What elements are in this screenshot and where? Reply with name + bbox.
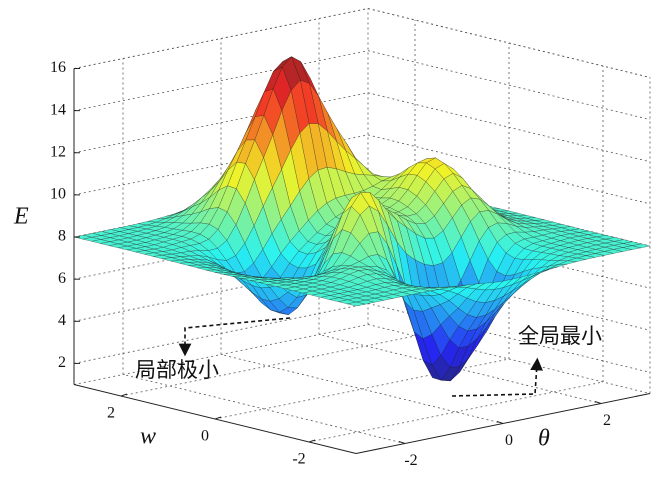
x-tick-label: -2	[404, 452, 417, 469]
z-tick-label: 12	[50, 143, 66, 160]
z-tick-label: 14	[50, 101, 66, 118]
z-axis-label: E	[13, 204, 29, 230]
z-tick-label: 8	[58, 228, 66, 245]
annotation-arrow	[451, 357, 543, 397]
surface-patch	[347, 301, 366, 307]
z-tick-label: 10	[50, 186, 66, 203]
y-tick-label: -2	[292, 451, 305, 468]
z-tick-label: 16	[50, 59, 66, 76]
grid-line	[367, 50, 651, 121]
y-tick-label: 0	[201, 428, 209, 445]
grid-line	[367, 134, 651, 205]
x-tick-label: 0	[505, 432, 513, 449]
x-tick	[398, 441, 406, 444]
y-tick	[214, 416, 222, 420]
grid-line	[308, 381, 604, 443]
annotation: 局部极小	[135, 358, 219, 382]
y-tick-label: 2	[107, 405, 115, 422]
x-tick	[594, 401, 602, 404]
y-axis-label: w	[140, 424, 156, 450]
axes: 2 4 6 8 10 12 14 16 -2 0 2 -2 0 2	[50, 59, 651, 469]
x-tick	[496, 421, 504, 424]
grid-line	[73, 50, 369, 112]
z-tick-label: 2	[58, 354, 66, 371]
x-axis-label: θ	[538, 426, 550, 452]
z-tick-label: 4	[58, 312, 66, 329]
y-tick	[120, 393, 128, 397]
z-tick-label: 6	[58, 270, 66, 287]
x-tick-label: 2	[603, 412, 611, 429]
grid-line	[120, 335, 416, 397]
annotation-arrow	[178, 317, 291, 357]
surface	[73, 56, 651, 382]
annotation: 全局最小	[518, 324, 602, 348]
y-tick	[308, 439, 316, 443]
